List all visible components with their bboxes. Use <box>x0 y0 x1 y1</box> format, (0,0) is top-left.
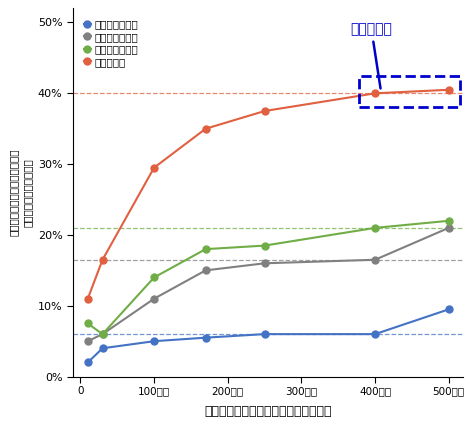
東アジア人集団 <box>100 331 105 337</box>
東アジア人集団 <box>372 257 378 262</box>
東アジア人集団 <box>151 296 157 301</box>
アフリカ系集団 <box>372 331 378 337</box>
東アジア人集団 <box>446 225 452 230</box>
Line: 南アジア人集団: 南アジア人集団 <box>84 217 452 337</box>
アフリカ系集団 <box>151 339 157 344</box>
欧米人集団 <box>151 165 157 170</box>
X-axis label: ゲノム解析におけるサンプル数の増加: ゲノム解析におけるサンプル数の増加 <box>204 405 332 417</box>
南アジア人集団 <box>203 247 209 252</box>
欧米人集団 <box>262 109 267 114</box>
Line: アフリカ系集団: アフリカ系集団 <box>84 306 452 366</box>
南アジア人集団 <box>151 275 157 280</box>
Y-axis label: 感受性遺伝子領域が説明可能な
身長の遺伝的背景の割合: 感受性遺伝子領域が説明可能な 身長の遺伝的背景の割合 <box>9 149 32 236</box>
アフリカ系集団 <box>446 307 452 312</box>
Line: 欧米人集団: 欧米人集団 <box>84 86 452 302</box>
Text: 飽和状態に: 飽和状態に <box>350 22 392 89</box>
Line: 東アジア人集団: 東アジア人集団 <box>84 225 452 345</box>
東アジア人集団 <box>203 268 209 273</box>
東アジア人集団 <box>262 261 267 266</box>
東アジア人集団 <box>85 339 91 344</box>
アフリカ系集団 <box>100 346 105 351</box>
南アジア人集団 <box>85 321 91 326</box>
Legend: アフリカ系集団, 東アジア人集団, 南アジア人集団, 欧米人集団: アフリカ系集団, 東アジア人集団, 南アジア人集団, 欧米人集団 <box>82 17 140 69</box>
南アジア人集団 <box>446 218 452 223</box>
アフリカ系集団 <box>203 335 209 340</box>
南アジア人集団 <box>372 225 378 230</box>
欧米人集団 <box>100 257 105 262</box>
欧米人集団 <box>372 91 378 96</box>
南アジア人集団 <box>100 331 105 337</box>
欧米人集団 <box>446 87 452 92</box>
欧米人集団 <box>85 296 91 301</box>
アフリカ系集団 <box>262 331 267 337</box>
欧米人集団 <box>203 126 209 131</box>
アフリカ系集団 <box>85 360 91 365</box>
南アジア人集団 <box>262 243 267 248</box>
